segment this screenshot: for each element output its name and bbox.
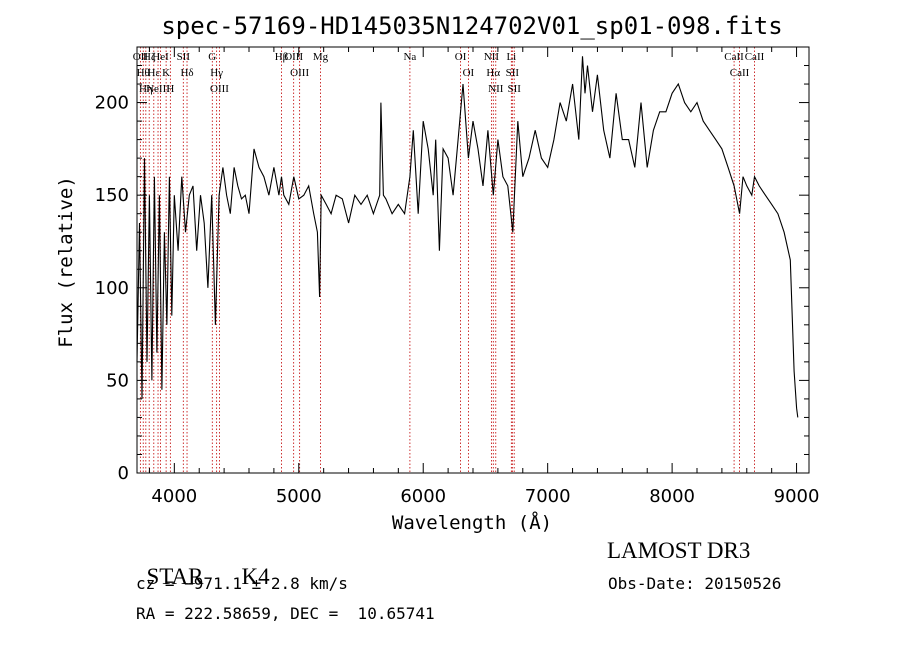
plot-frame bbox=[136, 46, 810, 474]
line-marker-label: Mg bbox=[313, 51, 329, 63]
line-marker-label: K bbox=[162, 67, 170, 79]
y-tick-label: 100 bbox=[95, 278, 129, 299]
line-marker-label: SII bbox=[177, 51, 191, 63]
y-axis-label: Flux (relative) bbox=[55, 176, 77, 348]
y-tick-label: 0 bbox=[118, 463, 129, 484]
x-tick-label: 4000 bbox=[151, 486, 197, 507]
line-markers bbox=[139, 47, 755, 473]
line-marker-label: OIII bbox=[284, 51, 303, 63]
line-marker-label: CaII bbox=[745, 51, 765, 63]
chart-title: spec-57169-HD145035N124702V01_sp01-098.f… bbox=[161, 12, 782, 40]
line-marker-labels: OIIHθHηHζHεNeIIIHeIKHSIIHδGHγOIIIHβOIIIO… bbox=[133, 51, 765, 95]
y-axis: 0 50 100 150 200 bbox=[95, 65, 809, 484]
line-marker-label: NII bbox=[488, 83, 504, 95]
line-marker-label: Hζ bbox=[143, 51, 156, 63]
line-marker-label: Li bbox=[506, 51, 516, 63]
line-marker-label: CaII bbox=[724, 51, 744, 63]
line-marker-label: NII bbox=[484, 51, 500, 63]
line-marker-label: Na bbox=[403, 51, 416, 63]
object-class: STAR K4 bbox=[135, 538, 270, 590]
line-marker-label: OIII bbox=[290, 67, 309, 79]
x-tick-label: 7000 bbox=[525, 486, 571, 507]
line-marker-label: Hη bbox=[139, 83, 153, 95]
line-marker-label: OIII bbox=[210, 83, 229, 95]
class-label: STAR bbox=[146, 564, 204, 589]
line-marker-label: Hα bbox=[486, 67, 500, 79]
redshift-value: cz = −971.1 ± 2.8 km/s bbox=[136, 574, 348, 593]
line-marker-label: OI bbox=[455, 51, 467, 63]
line-marker-label: SII bbox=[507, 83, 521, 95]
x-tick-label: 6000 bbox=[400, 486, 446, 507]
coordinates: RA = 222.58659, DEC = 10.65741 bbox=[136, 604, 435, 623]
line-marker-label: NeIII bbox=[146, 83, 170, 95]
x-tick-label: 8000 bbox=[649, 486, 695, 507]
y-tick-label: 200 bbox=[95, 93, 129, 114]
line-marker-label: CaII bbox=[730, 67, 750, 79]
line-marker-label: SII bbox=[506, 67, 520, 79]
survey-label: LAMOST DR3 bbox=[607, 538, 751, 563]
line-marker-label: OI bbox=[463, 67, 475, 79]
line-marker-label: G bbox=[208, 51, 216, 63]
x-axis: 4000 5000 6000 7000 8000 9000 bbox=[148, 47, 820, 507]
line-marker-label: Hγ bbox=[210, 67, 223, 79]
obs-date: Obs-Date: 20150526 bbox=[608, 574, 782, 593]
spectrum-line bbox=[136, 56, 799, 418]
line-marker-label: Hβ bbox=[275, 51, 289, 63]
x-tick-label: 5000 bbox=[276, 486, 322, 507]
y-tick-label: 150 bbox=[95, 185, 129, 206]
subclass-label: K4 bbox=[241, 564, 270, 589]
line-marker-label: Hε bbox=[148, 67, 161, 79]
line-marker-label: H bbox=[166, 83, 174, 95]
line-marker-label: Hδ bbox=[180, 67, 193, 79]
x-axis-label: Wavelength (Å) bbox=[392, 511, 552, 534]
line-marker-label: HeI bbox=[152, 51, 169, 63]
x-tick-label: 9000 bbox=[774, 486, 820, 507]
y-tick-label: 50 bbox=[106, 370, 129, 391]
line-marker-label: Hθ bbox=[137, 67, 150, 79]
